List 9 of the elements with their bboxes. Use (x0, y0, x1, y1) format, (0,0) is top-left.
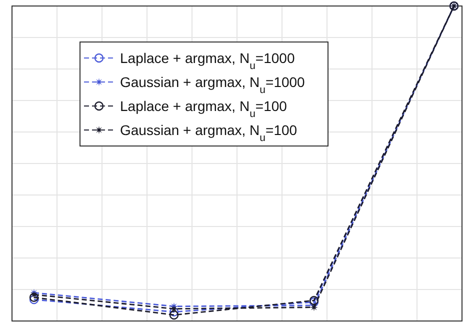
legend-label: Laplace + argmax, N$_{u}$=1000 (120, 50, 295, 72)
point (169, 310, 179, 320)
point (169, 307, 179, 317)
legend-label: Gaussian + argmax, N$_{u}$=1000 (120, 74, 306, 96)
point (29, 294, 39, 304)
legend-label: Gaussian + argmax, N$_{u}$=100 (120, 122, 298, 144)
point (170, 304, 178, 313)
legend-label: Laplace + argmax, N$_{u}$=100 (120, 98, 288, 120)
point (29, 292, 39, 302)
